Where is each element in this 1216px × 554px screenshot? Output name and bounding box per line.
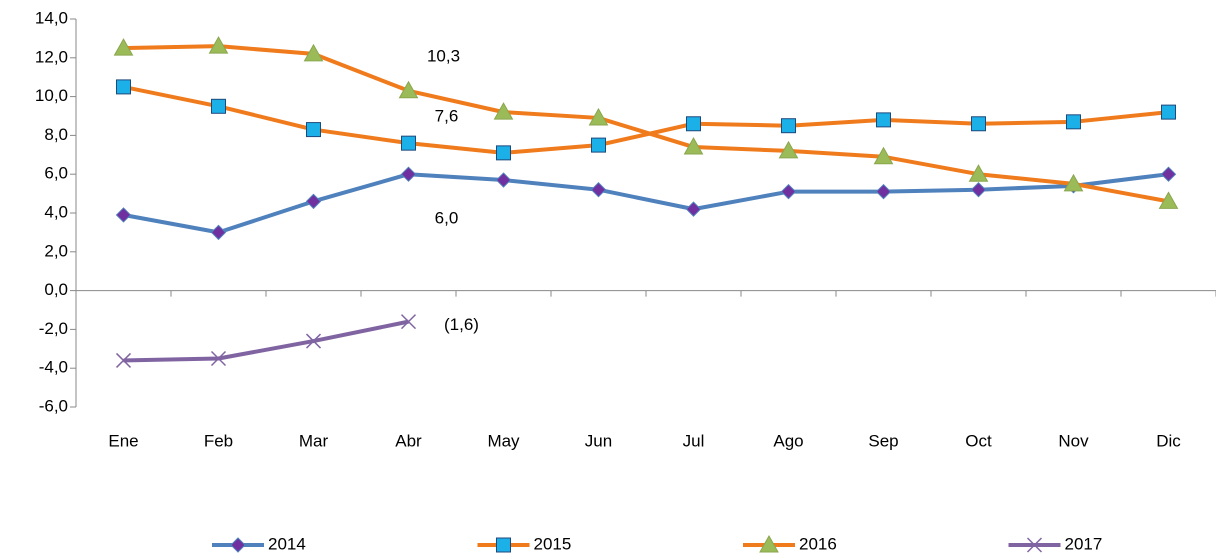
- data-label: (1,6): [444, 315, 479, 334]
- marker: [493, 102, 514, 120]
- y-tick-label: 10,0: [35, 86, 68, 105]
- series: [115, 314, 417, 368]
- series: [113, 36, 1179, 209]
- legend-label: 2014: [268, 534, 306, 553]
- marker: [496, 537, 511, 553]
- marker: [210, 350, 227, 367]
- legend-item: 2017: [1008, 534, 1103, 553]
- x-tick-label: Nov: [1058, 431, 1089, 450]
- series: [115, 166, 1177, 241]
- marker: [400, 314, 417, 330]
- marker: [590, 182, 607, 198]
- marker: [759, 534, 779, 553]
- legend-item: 2016: [743, 534, 837, 553]
- x-tick-label: Dic: [1156, 431, 1181, 450]
- y-tick-label: 0,0: [44, 280, 68, 299]
- legend-label: 2015: [534, 534, 572, 553]
- marker: [115, 352, 132, 368]
- marker: [210, 224, 227, 241]
- series-line: [123, 319, 409, 363]
- marker: [401, 135, 416, 151]
- series-line: [123, 172, 1169, 235]
- legend-item: 2014: [212, 534, 306, 553]
- series-line: [123, 84, 1169, 155]
- x-tick-label: Mar: [299, 431, 329, 450]
- y-tick-label: -2,0: [39, 319, 68, 338]
- marker: [113, 38, 134, 56]
- marker: [685, 201, 702, 217]
- y-tick-label: 8,0: [44, 125, 68, 144]
- y-tick-label: -4,0: [39, 358, 68, 377]
- y-tick-label: 2,0: [44, 241, 68, 260]
- series: [116, 79, 1176, 161]
- y-tick-label: -6,0: [39, 396, 68, 415]
- marker: [1158, 191, 1179, 209]
- marker: [778, 140, 799, 159]
- x-tick-label: Abr: [395, 431, 422, 450]
- y-tick-label: 6,0: [44, 164, 68, 183]
- marker: [116, 79, 131, 95]
- data-label: 6,0: [435, 209, 459, 228]
- marker: [683, 137, 704, 155]
- series-line: [123, 44, 1169, 204]
- marker: [303, 43, 324, 62]
- x-tick-label: Oct: [965, 431, 992, 450]
- marker: [211, 98, 226, 114]
- marker: [398, 80, 419, 99]
- marker: [780, 183, 797, 200]
- marker: [115, 207, 132, 223]
- marker: [686, 116, 701, 132]
- marker: [968, 164, 989, 182]
- marker: [970, 182, 987, 198]
- marker: [781, 118, 796, 134]
- marker: [400, 166, 417, 182]
- y-tick-label: 4,0: [44, 202, 68, 221]
- marker: [1066, 114, 1081, 130]
- x-tick-label: Ago: [773, 431, 803, 450]
- marker: [496, 145, 511, 161]
- y-tick-label: 12,0: [35, 47, 68, 66]
- marker: [495, 172, 512, 188]
- marker: [873, 146, 894, 165]
- legend-label: 2017: [1065, 534, 1103, 553]
- marker: [1063, 173, 1084, 192]
- marker: [208, 36, 229, 54]
- marker: [875, 183, 892, 200]
- marker: [1160, 166, 1177, 182]
- legend-item: 2015: [477, 534, 572, 553]
- x-tick-label: May: [487, 431, 520, 450]
- marker: [305, 333, 322, 349]
- marker: [1161, 104, 1176, 120]
- x-tick-label: Jul: [683, 431, 705, 450]
- data-label: 7,6: [435, 107, 459, 126]
- marker: [591, 137, 606, 153]
- legend-label: 2016: [799, 534, 837, 553]
- x-tick-label: Feb: [204, 431, 233, 450]
- marker: [306, 122, 321, 138]
- marker: [305, 193, 322, 210]
- y-tick-label: 14,0: [35, 8, 68, 27]
- marker: [876, 112, 891, 128]
- marker: [230, 537, 246, 553]
- data-label: 10,3: [427, 46, 460, 65]
- marker: [1026, 537, 1043, 553]
- x-tick-label: Ene: [108, 431, 138, 450]
- marker: [971, 116, 986, 132]
- marker: [588, 107, 609, 126]
- x-tick-label: Jun: [585, 431, 612, 450]
- x-tick-label: Sep: [868, 431, 898, 450]
